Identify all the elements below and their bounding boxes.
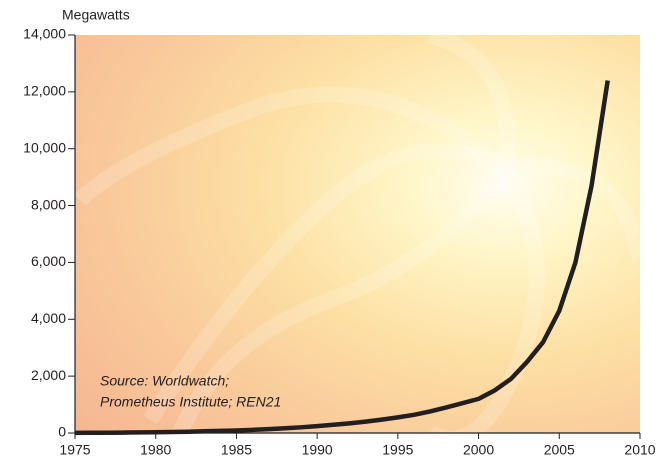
x-tick-label: 2000 xyxy=(463,442,494,458)
y-tick-label: 0 xyxy=(58,424,66,440)
y-tick-label: 2,000 xyxy=(31,367,66,383)
x-tick-label: 1990 xyxy=(302,442,333,458)
x-tick-label: 1975 xyxy=(59,442,90,458)
y-tick-label: 6,000 xyxy=(31,253,66,269)
chart: Megawatts Source: Worldwatch; Prometheus… xyxy=(0,0,665,470)
x-tick-label: 1995 xyxy=(382,442,413,458)
annotation: Source: Worldwatch; xyxy=(100,373,229,389)
x-tick-label: 1985 xyxy=(221,442,252,458)
y-tick-label: 8,000 xyxy=(31,196,66,212)
y-tick-label: 10,000 xyxy=(23,139,66,155)
x-tick-label: 2010 xyxy=(624,442,655,458)
annotation: Prometheus Institute; REN21 xyxy=(100,394,281,410)
y-tick-label: 4,000 xyxy=(31,310,66,326)
y-tick-label: 14,000 xyxy=(23,26,66,42)
y-axis-label: Megawatts xyxy=(62,7,130,23)
x-tick-label: 2005 xyxy=(544,442,575,458)
y-tick-label: 12,000 xyxy=(23,83,66,99)
x-tick-label: 1980 xyxy=(140,442,171,458)
